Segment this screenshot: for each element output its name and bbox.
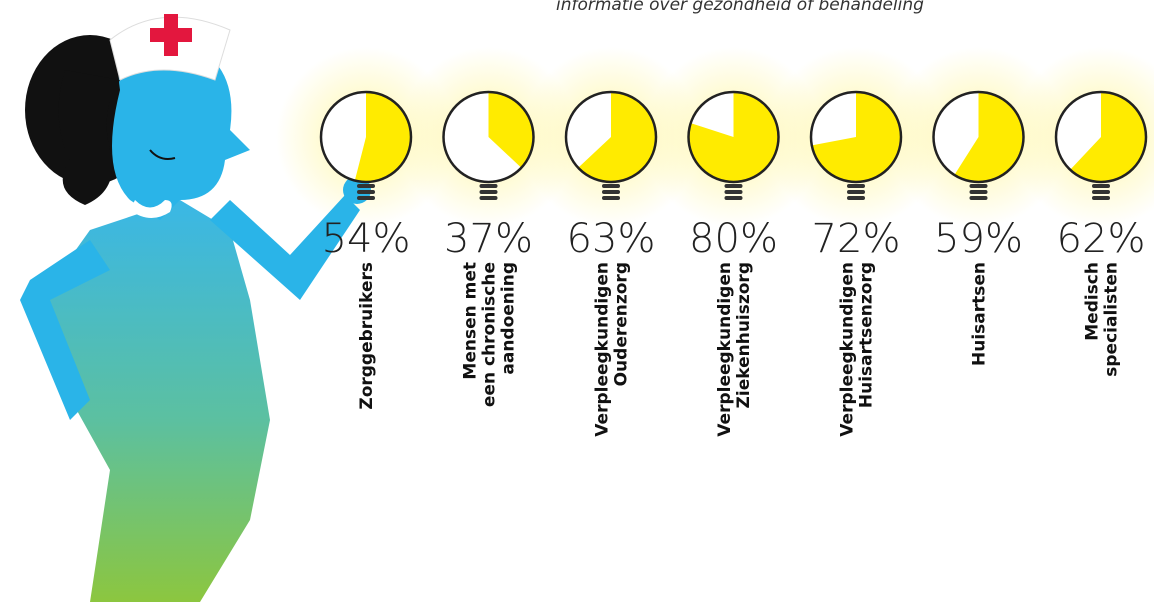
value-label: 80% — [689, 216, 778, 262]
bulb-base — [1092, 184, 1110, 188]
category-label: Ziekenhuiszorg — [734, 262, 754, 408]
bulb-base — [847, 196, 865, 200]
subtitle: informatie over gezondheid of behandelin… — [556, 0, 924, 15]
category-label: Ouderenzorg — [612, 262, 632, 386]
bulb-base — [602, 196, 620, 200]
value-label: 62% — [1057, 216, 1146, 262]
value-label: 72% — [812, 216, 901, 262]
category-label: Verpleegkundigen — [838, 262, 858, 437]
category-label: Medisch — [1083, 262, 1103, 341]
category-label: Huisartsen — [970, 262, 990, 366]
category-label: een chronische — [480, 262, 500, 407]
bulb-base — [725, 190, 743, 194]
bulb-base — [357, 184, 375, 188]
bulb-base — [847, 190, 865, 194]
bulb-base — [480, 196, 498, 200]
category-label: Verpleegkundigen — [715, 262, 735, 437]
bulb-base — [1092, 190, 1110, 194]
category-label: Mensen met — [461, 262, 481, 380]
category-label: Huisartsenzorg — [857, 262, 877, 408]
category-label: specialisten — [1102, 262, 1122, 377]
category-label: Verpleegkundigen — [593, 262, 613, 437]
category-label: aandoening — [499, 262, 519, 375]
bulb-base — [725, 196, 743, 200]
value-label: 37% — [444, 216, 533, 262]
bulb-base — [847, 184, 865, 188]
bulb-base — [725, 184, 743, 188]
bulb-base — [480, 184, 498, 188]
bulb-base — [970, 184, 988, 188]
bulb-base — [602, 190, 620, 194]
bulb-base — [357, 196, 375, 200]
bulb-base — [602, 184, 620, 188]
value-label: 54% — [322, 216, 411, 262]
value-label: 63% — [567, 216, 656, 262]
bulb-base — [970, 190, 988, 194]
bulb-base — [480, 190, 498, 194]
infographic: informatie over gezondheid of behandelin… — [0, 0, 1154, 602]
value-label: 59% — [934, 216, 1023, 262]
bulb-base — [970, 196, 988, 200]
bulb-base — [357, 190, 375, 194]
bulb-base — [1092, 196, 1110, 200]
category-label: Zorggebruikers — [357, 262, 377, 410]
